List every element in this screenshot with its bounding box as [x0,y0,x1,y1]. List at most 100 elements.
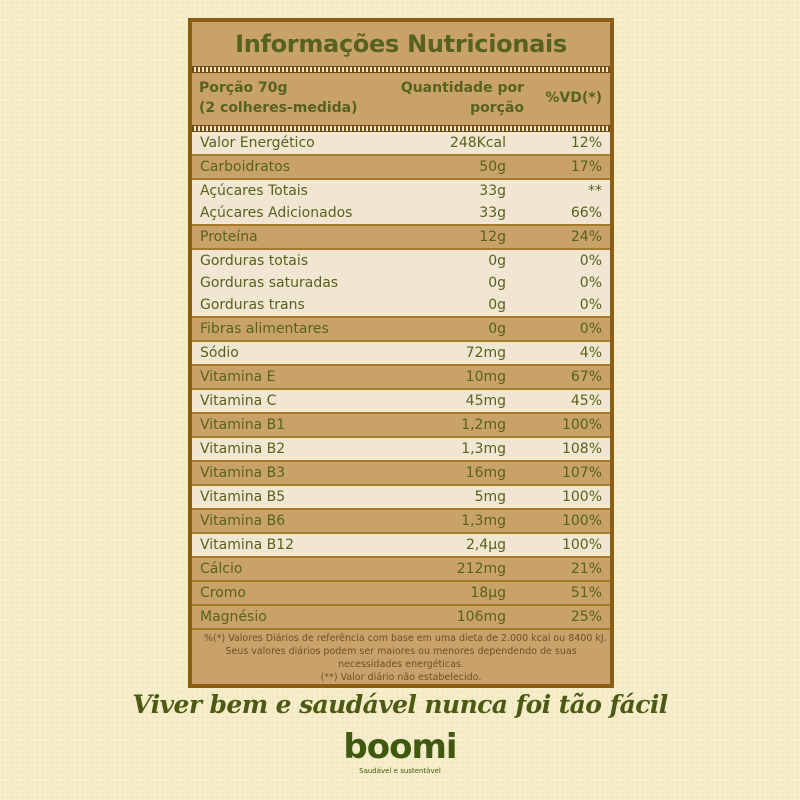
nutrient-name: Vitamina B5 [200,489,286,505]
nutrient-name: Vitamina E [200,369,276,385]
footnote-line: %(*) Valores Diários de referência com b… [204,633,607,644]
footnote-line: necessidades energéticas. [338,659,464,670]
nutrient-group: Vitamina E 10mg 67% [192,366,610,390]
table-row: Vitamina C 45mg 45% [192,390,610,412]
nutrient-daily-value: 21% [570,561,602,577]
nutrient-quantity: 1,2mg [461,417,506,433]
nutrient-name: Valor Energético [200,135,315,151]
nutrient-name: Açúcares Adicionados [200,205,353,221]
nutrient-table: Valor Energético 248Kcal 12% Carboidratos 50… [192,132,610,630]
table-row: Vitamina B12 2,4µg 100% [192,534,610,556]
nutrient-name: Gorduras totais [200,253,309,269]
nutrient-group: Vitamina C 45mg 45% [192,390,610,414]
quantity-header-line2: porção [470,100,524,116]
nutrient-daily-value: 24% [570,229,602,245]
nutrient-quantity: 18µg [470,585,506,601]
nutrient-group: Vitamina B12 2,4µg 100% [192,534,610,558]
quantity-header-line1: Quantidade por [400,80,524,96]
nutrient-quantity: 248Kcal [449,135,506,151]
nutrient-group: Carboidratos 50g 17% [192,156,610,180]
nutrient-name: Proteína [200,229,258,245]
nutrient-name: Fibras alimentares [200,321,329,337]
nutrient-daily-value: 100% [561,513,602,529]
table-row: Vitamina B1 1,2mg 100% [192,414,610,436]
nutrient-name: Vitamina B3 [200,465,286,481]
nutrient-daily-value: 66% [570,205,602,221]
nutrient-quantity: 10mg [465,369,506,385]
nutrient-group: Magnésio 106mg 25% [192,606,610,630]
nutrient-quantity: 5mg [474,489,506,505]
nutrient-daily-value: 67% [570,369,602,385]
nutrient-name: Açúcares Totais [200,183,308,199]
nutrition-facts-panel: Informações Nutricionais Porção 70g (2 c… [188,18,614,688]
nutrient-group: Vitamina B2 1,3mg 108% [192,438,610,462]
nutrient-group: Sódio 72mg 4% [192,342,610,366]
nutrient-name: Cálcio [200,561,243,577]
nutrient-name: Cromo [200,585,246,601]
nutrient-name: Vitamina B12 [200,537,295,553]
nutrient-group: Vitamina B3 16mg 107% [192,462,610,486]
decorative-stripe-top [192,66,610,73]
table-row: Açúcares Adicionados 33g 66% [192,202,610,224]
nutrient-name: Sódio [200,345,239,361]
nutrient-quantity: 1,3mg [461,513,506,529]
table-row: Gorduras saturadas 0g 0% [192,272,610,294]
nutrient-daily-value: 4% [579,345,602,361]
nutrient-daily-value: 107% [561,465,602,481]
nutrient-daily-value: 12% [570,135,602,151]
nutrient-group: Vitamina B1 1,2mg 100% [192,414,610,438]
table-row: Fibras alimentares 0g 0% [192,318,610,340]
quantity-header: Quantidade por porção [401,78,524,118]
nutrient-daily-value: 100% [561,417,602,433]
nutrient-quantity: 45mg [465,393,506,409]
nutrient-group: Valor Energético 248Kcal 12% [192,132,610,156]
table-row: Cálcio 212mg 21% [192,558,610,580]
table-header: Porção 70g (2 colheres-medida) Quantidad… [192,73,610,125]
nutrient-name: Vitamina B2 [200,441,286,457]
slogan: Viver bem e saudável nunca foi tão fácil [132,690,668,719]
table-row: Vitamina B6 1,3mg 100% [192,510,610,532]
table-row: Sódio 72mg 4% [192,342,610,364]
daily-value-header: %VD(*) [545,90,602,106]
nutrient-group: Cálcio 212mg 21% [192,558,610,582]
nutrient-name: Vitamina B6 [200,513,286,529]
table-row: Cromo 18µg 51% [192,582,610,604]
nutrient-quantity: 12g [479,229,506,245]
nutrient-group: Cromo 18µg 51% [192,582,610,606]
nutrient-group: Fibras alimentares 0g 0% [192,318,610,342]
nutrient-quantity: 2,4µg [465,537,506,553]
nutrient-daily-value: 51% [570,585,602,601]
nutrient-daily-value: 25% [570,609,602,625]
nutrient-quantity: 72mg [465,345,506,361]
table-row: Valor Energético 248Kcal 12% [192,132,610,154]
brand-tagline: Saudável e sustentável [359,767,441,775]
nutrient-quantity: 0g [488,297,506,313]
footnote-line: (**) Valor diário não estabelecido. [320,672,482,683]
table-row: Vitamina B5 5mg 100% [192,486,610,508]
nutrient-daily-value: 0% [579,275,602,291]
nutrient-group: Gorduras totais 0g 0% Gorduras saturadas 0g 0… [192,250,610,318]
nutrient-group: Açúcares Totais 33g ** Açúcares Adicionados… [192,180,610,226]
nutrient-quantity: 0g [488,321,506,337]
nutrient-group: Vitamina B5 5mg 100% [192,486,610,510]
panel-title: Informações Nutricionais [235,30,567,58]
nutrient-name: Gorduras saturadas [200,275,339,291]
nutrient-quantity: 0g [488,253,506,269]
nutrient-quantity: 50g [479,159,506,175]
nutrient-daily-value: 0% [579,253,602,269]
nutrient-quantity: 1,3mg [461,441,506,457]
nutrient-daily-value: 100% [561,537,602,553]
table-row: Vitamina E 10mg 67% [192,366,610,388]
table-row: Açúcares Totais 33g ** [192,180,610,202]
nutrient-daily-value: 100% [561,489,602,505]
decorative-stripe-bottom [192,125,610,132]
nutrient-name: Gorduras trans [200,297,305,313]
nutrient-quantity: 33g [479,183,506,199]
serving-size-line2: (2 colheres-medida) [199,100,358,116]
nutrient-daily-value: 0% [579,297,602,313]
nutrient-daily-value: 108% [561,441,602,457]
nutrient-group: Proteína 12g 24% [192,226,610,250]
nutrient-quantity: 16mg [465,465,506,481]
nutrient-group: Vitamina B6 1,3mg 100% [192,510,610,534]
table-row: Vitamina B2 1,3mg 108% [192,438,610,460]
